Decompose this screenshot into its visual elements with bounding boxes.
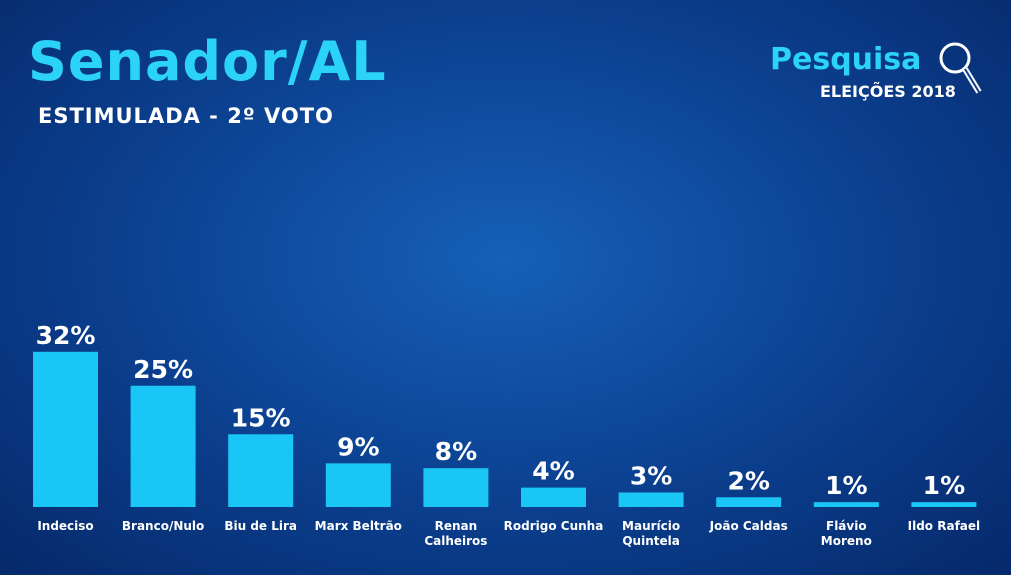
category-label: Branco/Nulo <box>121 519 205 533</box>
value-label: 9% <box>337 432 379 461</box>
logo-subtitle: ELEIÇÕES 2018 <box>820 82 956 101</box>
category-label: Rodrigo Cunha <box>503 519 604 533</box>
bar <box>423 468 489 507</box>
logo-title: Pesquisa <box>770 42 922 77</box>
category-label: Flávio Moreno <box>820 519 872 548</box>
bar <box>716 497 782 507</box>
bar <box>228 434 294 507</box>
category-label: Ildo Rafael <box>907 519 981 533</box>
bar <box>618 492 684 507</box>
value-label: 8% <box>435 437 477 466</box>
bar <box>911 502 977 507</box>
bar <box>130 385 196 507</box>
category-label: Indeciso <box>37 519 94 533</box>
value-label: 1% <box>825 471 867 500</box>
value-label: 32% <box>36 321 96 350</box>
bar <box>813 502 879 507</box>
value-label: 3% <box>630 461 672 490</box>
bar <box>521 487 586 507</box>
category-label: Maurício Quintela <box>622 519 681 548</box>
value-label: 4% <box>532 457 574 486</box>
bar <box>325 463 391 507</box>
bar <box>33 351 98 507</box>
chart-subtitle: ESTIMULADA - 2º VOTO <box>38 104 334 128</box>
category-label: Biu de Lira <box>224 519 298 533</box>
magnifier-icon <box>939 42 982 94</box>
category-label: João Caldas <box>709 519 788 533</box>
category-label: Marx Beltrão <box>314 519 402 533</box>
value-label: 1% <box>923 471 965 500</box>
chart-title: Senador/AL <box>28 30 387 93</box>
value-label: 25% <box>133 355 193 384</box>
value-label: 15% <box>231 403 291 432</box>
category-label: Renan Calheiros <box>424 519 488 548</box>
value-label: 2% <box>727 466 769 495</box>
